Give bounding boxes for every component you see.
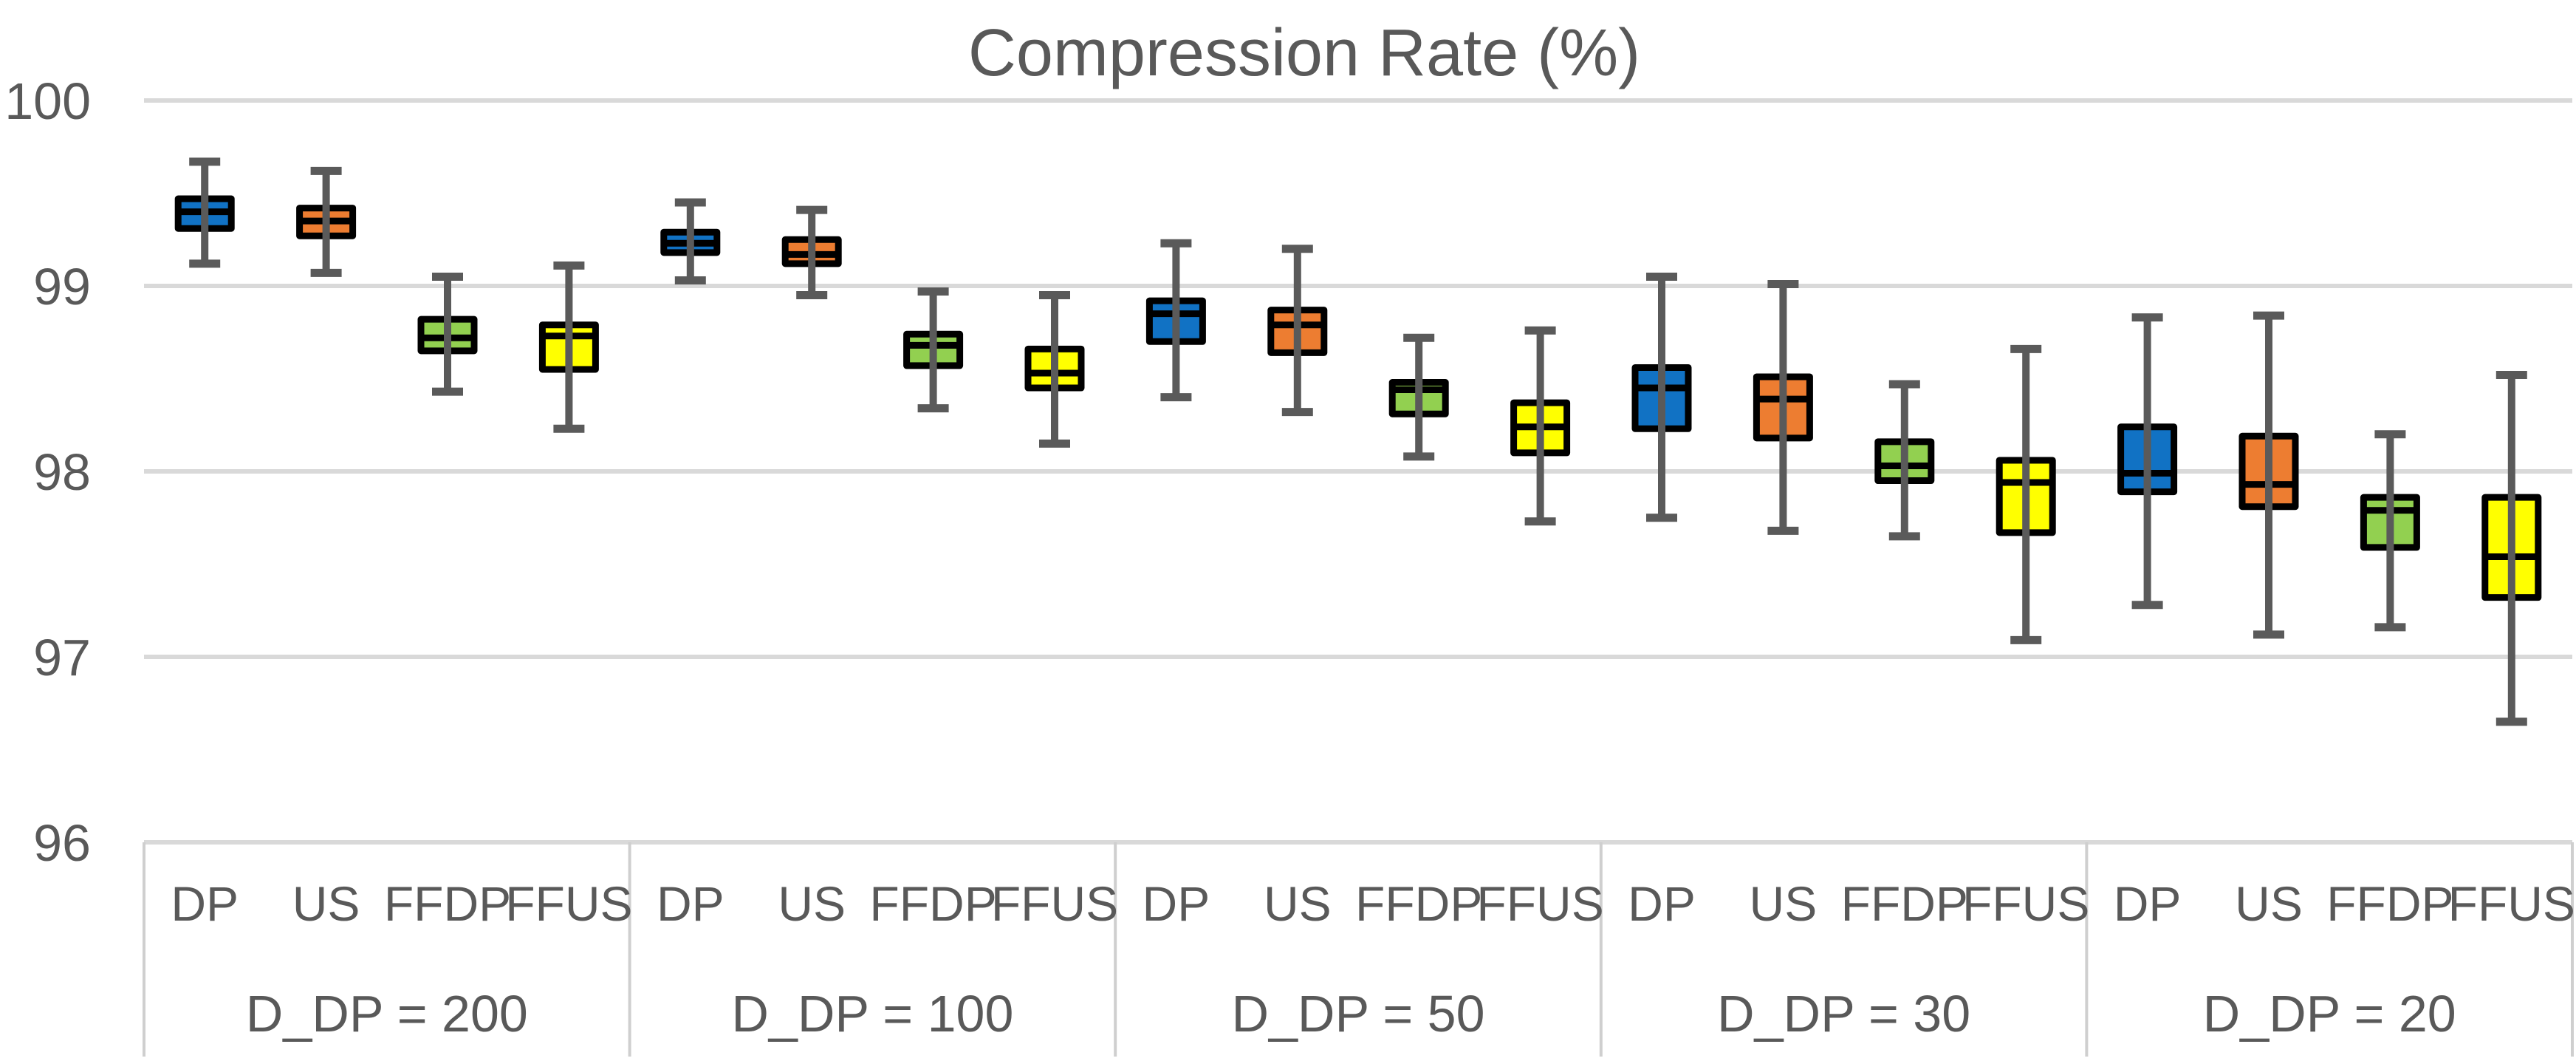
series-label-US: US: [292, 876, 360, 931]
group-label-2: D_DP = 100: [731, 985, 1013, 1043]
chart-title: Compression Rate (%): [968, 16, 1640, 90]
series-label-US: US: [1264, 876, 1332, 931]
series-label-FFUS: FFUS: [505, 876, 632, 931]
box-D_DP=50-FFDP: [1388, 333, 1449, 461]
box-D_DP=200-DP: [174, 157, 235, 268]
series-label-DP: DP: [171, 876, 239, 931]
box-D_DP=200-FFUS: [538, 261, 599, 433]
series-label-FFDP: FFDP: [1355, 876, 1482, 931]
box-D_DP=30-FFDP: [1874, 380, 1935, 541]
box-D_DP=20-FFDP: [2360, 430, 2420, 632]
series-label-FFUS: FFUS: [1962, 876, 2089, 931]
box-D_DP=100-US: [781, 205, 842, 300]
box-D_DP=50-US: [1267, 245, 1328, 417]
series-label-FFUS: FFUS: [1476, 876, 1603, 931]
box-D_DP=100-FFUS: [1024, 291, 1085, 448]
series-label-US: US: [2235, 876, 2303, 931]
series-label-FFDP: FFDP: [869, 876, 996, 931]
box-D_DP=50-DP: [1145, 239, 1206, 402]
y-tick-label-96: 96: [33, 814, 91, 872]
series-label-DP: DP: [1143, 876, 1210, 931]
box-layer: [174, 157, 2542, 726]
box-D_DP=30-FFUS: [1996, 344, 2056, 644]
series-label-FFDP: FFDP: [1841, 876, 1968, 931]
group-label-3: D_DP = 50: [1231, 985, 1484, 1043]
box-D_DP=30-US: [1753, 279, 1813, 535]
series-label-FFUS: FFUS: [2448, 876, 2575, 931]
box-D_DP=100-FFDP: [903, 287, 964, 413]
y-tick-label-99: 99: [33, 258, 91, 315]
box-D_DP=200-US: [296, 166, 357, 277]
y-tick-label-98: 98: [33, 443, 91, 501]
y-tick-label-97: 97: [33, 629, 91, 686]
series-label-US: US: [1750, 876, 1818, 931]
box-D_DP=20-FFUS: [2481, 370, 2542, 726]
series-label-DP: DP: [1628, 876, 1696, 931]
series-label-FFDP: FFDP: [384, 876, 511, 931]
box-D_DP=200-FFDP: [417, 272, 478, 396]
series-label-DP: DP: [2114, 876, 2182, 931]
series-label-FFUS: FFUS: [991, 876, 1118, 931]
category-table-layer: [143, 842, 2574, 1057]
series-label-DP: DP: [657, 876, 724, 931]
group-label-1: D_DP = 200: [246, 985, 528, 1043]
box-D_DP=100-DP: [660, 198, 721, 284]
box-D_DP=20-US: [2238, 311, 2299, 639]
box-D_DP=20-DP: [2117, 313, 2178, 610]
box-D_DP=30-DP: [1631, 272, 1692, 522]
y-tick-label-100: 100: [4, 72, 91, 130]
group-label-5: D_DP = 20: [2203, 985, 2456, 1043]
series-label-FFDP: FFDP: [2326, 876, 2453, 931]
grid-layer: [144, 98, 2572, 845]
box-D_DP=50-FFUS: [1510, 326, 1571, 526]
series-label-US: US: [778, 876, 846, 931]
group-label-4: D_DP = 30: [1717, 985, 1970, 1043]
